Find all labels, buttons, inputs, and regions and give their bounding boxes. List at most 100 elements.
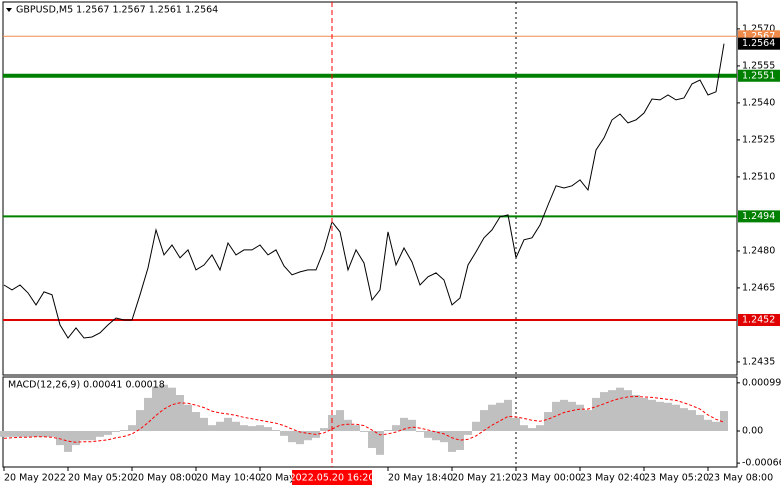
price-panel — [2, 1, 738, 376]
y-tick-label: 1.2510 — [742, 171, 775, 182]
macd-bar — [0, 431, 8, 437]
macd-bar — [128, 425, 136, 431]
macd-bar — [584, 410, 592, 431]
level-label-box — [738, 210, 780, 223]
y-tick-label: 1.2525 — [742, 134, 775, 145]
macd-bar — [512, 417, 520, 431]
y-tick-label: 0.00 — [742, 426, 763, 437]
x-tick-label: 23 May 02:40 — [580, 473, 645, 484]
macd-bar — [88, 431, 96, 441]
macd-bar — [432, 431, 440, 441]
x-tick-label: 20 May 08:00 — [132, 473, 197, 484]
macd-bar — [280, 431, 288, 436]
macd-bar — [656, 401, 664, 431]
macd-bar — [72, 431, 80, 446]
level-label-box — [738, 69, 780, 82]
level-label-box — [738, 313, 780, 326]
x-tick-label: 20 May 18:40 — [388, 473, 453, 484]
macd-bar — [240, 425, 248, 431]
macd-bar — [192, 412, 200, 431]
level-label: 1.2567 — [742, 31, 775, 42]
macd-bar — [216, 421, 224, 431]
macd-bar — [40, 431, 48, 437]
macd-bar — [264, 427, 272, 431]
y-tick-label: 1.2480 — [742, 245, 775, 256]
macd-bar — [184, 404, 192, 431]
macd-bar — [648, 399, 656, 431]
y-tick-label: 1.2570 — [742, 23, 775, 34]
symbol-icon — [6, 8, 12, 12]
macd-bar — [232, 421, 240, 431]
macd-bar — [560, 399, 568, 431]
macd-bar — [288, 431, 296, 443]
macd-bar — [608, 390, 616, 431]
y-tick-label: 1.2465 — [742, 282, 775, 293]
macd-bar — [360, 431, 368, 432]
level-label: 1.2564 — [742, 38, 775, 49]
x-tick-label: 20 May 2022 — [4, 473, 66, 484]
macd-bar — [472, 421, 480, 431]
x-tick-label: 23 May 00:00 — [516, 473, 581, 484]
macd-bar — [664, 402, 672, 431]
macd-bar — [200, 417, 208, 431]
macd-bar — [424, 431, 432, 438]
macd-bar — [120, 430, 128, 431]
macd-bar — [488, 404, 496, 431]
x-tick-label: 23 May 08:00 — [708, 473, 773, 484]
macd-bar — [368, 431, 376, 449]
macd-bar — [616, 387, 624, 431]
macd-bar — [344, 419, 352, 431]
macd-bar — [296, 431, 304, 445]
signal-line — [3, 395, 725, 443]
macd-bar — [320, 428, 328, 431]
macd-bar — [696, 414, 704, 431]
macd-bar — [168, 387, 176, 431]
macd-bar — [160, 384, 168, 431]
macd-bar — [536, 425, 544, 431]
x-tick-label: 20 May 05:20 — [68, 473, 133, 484]
macd-bar — [376, 431, 384, 455]
macd-bar — [456, 431, 464, 450]
macd-bar — [568, 401, 576, 431]
macd-bar — [704, 419, 712, 431]
macd-bar — [416, 431, 424, 432]
x-tick-label: 20 May 21:20 — [452, 473, 517, 484]
macd-bar — [80, 431, 88, 441]
macd-bar — [640, 397, 648, 431]
macd-bar — [440, 431, 448, 443]
y-tick-label: 1.2435 — [742, 356, 775, 367]
macd-bar — [56, 431, 64, 446]
macd-bar — [96, 431, 104, 437]
macd-panel — [2, 376, 738, 468]
macd-bar — [448, 431, 456, 452]
macd-bar — [528, 428, 536, 431]
macd-bar — [720, 411, 728, 431]
macd-bar — [24, 431, 32, 437]
macd-bar — [104, 431, 112, 435]
crosshair-label: 2022.05.20 16:20 — [290, 473, 375, 484]
macd-bar — [504, 399, 512, 431]
y-tick-label: 1.2540 — [742, 97, 775, 108]
macd-bar — [480, 410, 488, 431]
price-line — [3, 43, 725, 339]
macd-bar — [600, 392, 608, 431]
macd-bar — [256, 425, 264, 431]
macd-bar — [48, 431, 56, 437]
macd-bar — [336, 410, 344, 431]
macd-bar — [544, 412, 552, 431]
macd-bar — [16, 431, 24, 437]
macd-bar — [352, 425, 360, 431]
macd-bar — [400, 417, 408, 431]
macd-bar — [712, 421, 720, 431]
level-label-box — [738, 37, 780, 50]
macd-bar — [176, 395, 184, 431]
level-label: 1.2452 — [742, 314, 775, 325]
y-tick-label: -0.00066 — [742, 458, 781, 469]
macd-bar — [208, 425, 216, 431]
chart-title: GBPUSD,M5 1.2567 1.2567 1.2561 1.2564 — [16, 5, 218, 16]
macd-title: MACD(12,26,9) 0.00041 0.00018 — [8, 380, 165, 391]
macd-bar — [384, 430, 392, 431]
macd-bar — [672, 404, 680, 431]
y-tick-label: 0.00099 — [742, 377, 781, 388]
